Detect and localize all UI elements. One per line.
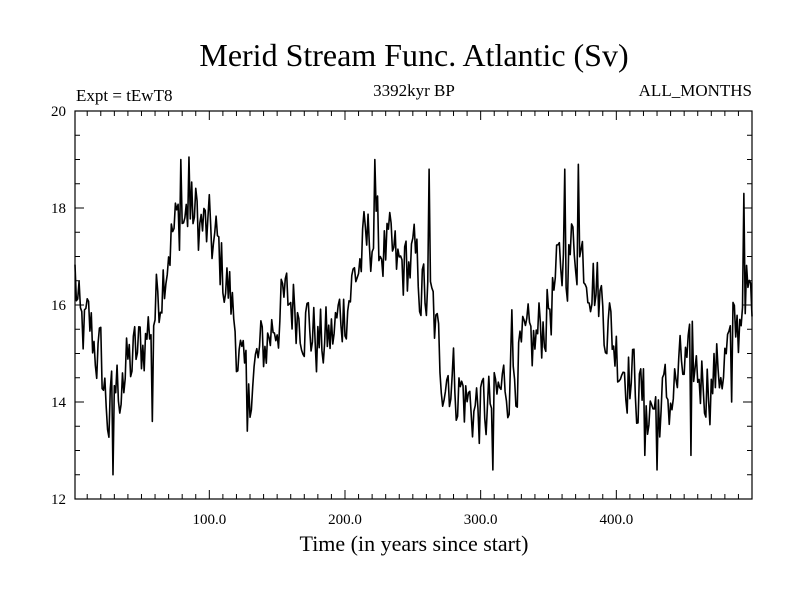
x-tick-label: 100.0 [192,512,226,528]
y-tick-label: 14 [51,395,67,411]
axis-ticks [75,110,753,500]
y-tick-label: 18 [51,201,66,217]
chart-title: Merid Stream Func. Atlantic (Sv) [199,37,628,73]
subtitle-period: 3392kyr BP [373,81,455,100]
axis-tick-labels: 100.0 200.0 300.0 400.0 12 14 16 18 20 [51,104,633,528]
subtitle-months: ALL_MONTHS [639,81,752,100]
y-tick-label: 12 [51,492,66,508]
x-axis-label: Time (in years since start) [300,531,529,556]
x-tick-label: 300.0 [464,512,498,528]
subtitle-experiment: Expt = tEwT8 [76,86,172,105]
plot-frame [74,110,753,500]
y-tick-label: 20 [51,104,66,120]
series-line [74,156,753,476]
x-tick-label: 400.0 [599,512,633,528]
x-tick-label: 200.0 [328,512,362,528]
data-layer [74,156,753,476]
y-tick-label: 16 [51,298,67,314]
